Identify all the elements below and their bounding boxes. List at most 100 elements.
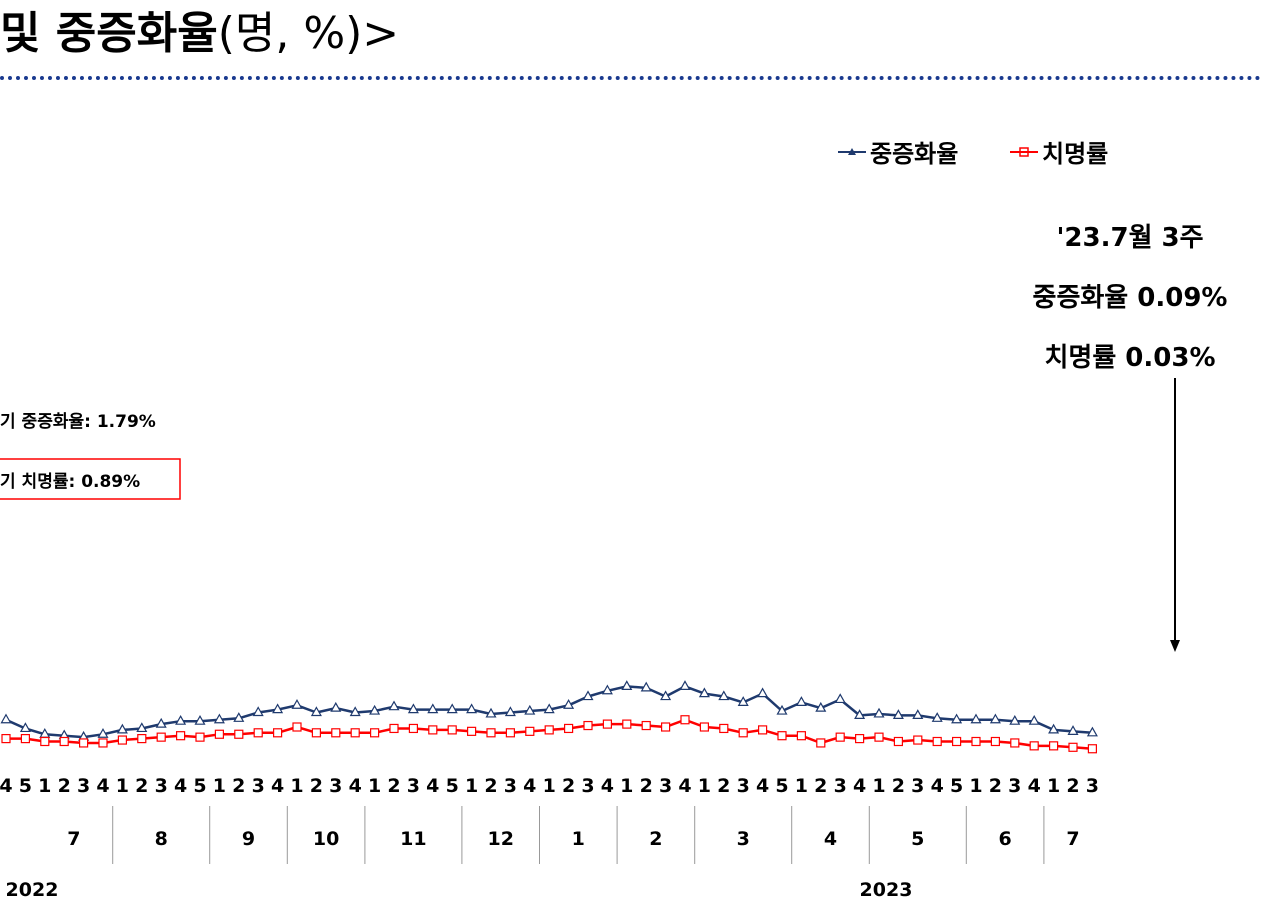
data-point (680, 715, 690, 725)
week-label: 4 (271, 775, 284, 797)
week-label: 1 (38, 775, 51, 797)
page-title: 및 중증화율(명, %)> (0, 2, 399, 72)
week-label: 3 (581, 775, 594, 797)
data-point (40, 736, 50, 747)
data-point (834, 693, 846, 704)
data-point (291, 699, 303, 709)
data-point (622, 719, 632, 729)
week-label: 1 (795, 775, 808, 797)
data-point (970, 713, 982, 724)
data-point (137, 733, 147, 744)
data-point (544, 725, 554, 735)
cumulative-rate-boxes: 기 중증화율: 1.79% 기 치명률: 0.89% (0, 412, 181, 500)
data-point (660, 722, 671, 732)
data-point (504, 706, 516, 717)
data-point (252, 706, 264, 717)
data-point (660, 690, 672, 701)
week-label: 4 (853, 775, 866, 797)
week-label: 2 (387, 775, 400, 797)
data-point (1009, 714, 1021, 725)
week-label: 4 (601, 775, 614, 797)
month-label: 11 (400, 828, 426, 850)
data-point (98, 738, 108, 748)
week-label: 1 (698, 775, 711, 797)
box-severe-text: 기 중증화율: 1.79% (0, 412, 156, 432)
week-label: 3 (911, 775, 924, 797)
axis-separators (112, 806, 1045, 864)
week-label: 3 (77, 775, 90, 797)
data-point (640, 681, 652, 692)
data-point (737, 696, 749, 706)
week-label: 3 (834, 775, 847, 797)
week-label: 5 (19, 775, 32, 797)
week-label: 5 (446, 775, 459, 797)
callout-week: '23.7월 3주 (1056, 223, 1203, 253)
data-point (563, 723, 574, 734)
data-point (407, 703, 419, 714)
week-label: 1 (116, 775, 129, 797)
data-point (777, 731, 787, 741)
legend-item-severe: 중증화율 (838, 140, 958, 168)
data-point (388, 700, 400, 711)
week-label: 2 (989, 775, 1002, 797)
data-point (738, 728, 748, 738)
chart-legend: 중증화율 치명률 (838, 140, 1108, 168)
month-label: 5 (911, 828, 924, 850)
month-label: 9 (242, 828, 255, 850)
data-point (176, 731, 186, 741)
data-point (310, 706, 322, 717)
data-point (311, 728, 321, 738)
data-point (78, 738, 89, 748)
data-point (1087, 744, 1098, 754)
data-point (543, 703, 555, 714)
data-point (989, 713, 1001, 724)
data-point (815, 701, 827, 712)
callout-arrow-head (1170, 640, 1180, 652)
data-point (1048, 723, 1060, 734)
week-label: 2 (484, 775, 497, 797)
data-point (971, 736, 981, 747)
week-label: 3 (737, 775, 750, 797)
year-labels: 2022 2023 (6, 879, 913, 901)
data-point (718, 690, 730, 701)
week-label: 4 (426, 775, 439, 797)
data-point (156, 732, 166, 742)
week-label: 3 (1008, 775, 1021, 797)
title-main: 및 중증화율 (0, 8, 218, 59)
data-point (932, 736, 942, 747)
week-label: 4 (1028, 775, 1041, 797)
week-label: 2 (814, 775, 827, 797)
week-label: 3 (155, 775, 168, 797)
week-label: 4 (931, 775, 944, 797)
data-point (466, 703, 478, 714)
week-label: 3 (252, 775, 265, 797)
year-label: 2023 (860, 879, 913, 901)
week-label: 2 (562, 775, 575, 797)
data-point (0, 713, 12, 724)
data-point (253, 728, 263, 738)
week-label: 2 (1066, 775, 1079, 797)
data-point (485, 707, 497, 718)
latest-week-callout: '23.7월 3주 중증화율 0.09% 치명률 0.03% (1033, 223, 1228, 652)
week-label: 4 (0, 775, 13, 797)
data-point (854, 733, 865, 744)
data-point (97, 728, 109, 738)
callout-severe-rate: 중증화율 0.09% (1033, 283, 1228, 313)
data-point (641, 720, 651, 731)
week-label: 1 (368, 775, 381, 797)
legend-label-severe: 중증화율 (870, 140, 958, 168)
data-point (776, 704, 788, 715)
title-dotted-divider (0, 76, 1261, 80)
data-point (214, 729, 224, 739)
data-point (389, 723, 399, 734)
week-label: 4 (756, 775, 769, 797)
month-label: 8 (155, 828, 168, 850)
data-point (874, 732, 884, 742)
data-point (699, 722, 710, 732)
data-point (602, 719, 613, 729)
data-point (563, 699, 575, 709)
week-label: 1 (290, 775, 303, 797)
week-label: 2 (310, 775, 323, 797)
data-point (446, 703, 458, 714)
